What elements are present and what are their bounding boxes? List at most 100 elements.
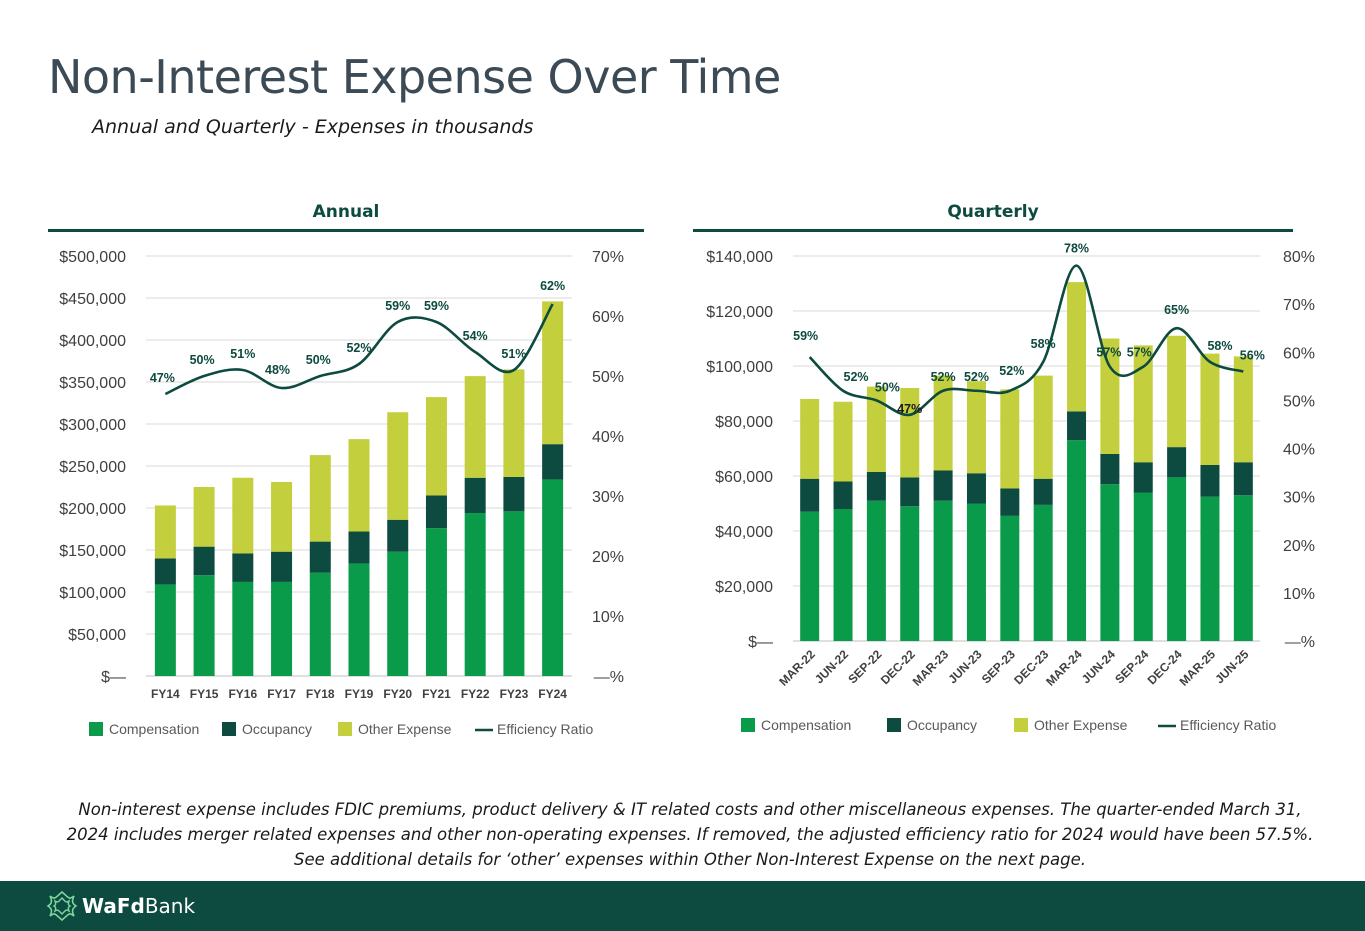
annual-y-tick-label: $400,000 (59, 333, 126, 350)
page-subtitle: Annual and Quarterly - Expenses in thous… (92, 116, 534, 138)
annual-bar-occupancy (542, 444, 564, 480)
quarterly-efficiency-ratio-label: 52% (931, 370, 956, 384)
brand-name-bold: WaFd (82, 894, 145, 918)
annual-bar-compensation (387, 551, 409, 676)
quarterly-bar-occupancy (833, 481, 853, 509)
quarterly-bar-other-expense (933, 375, 953, 471)
quarterly-y2-tick-label: 80% (1283, 249, 1315, 266)
quarterly-bar-compensation (1167, 477, 1187, 641)
annual-x-tick-label: FY16 (228, 687, 257, 701)
quarterly-x-tick-label: MAR-25 (1177, 647, 1219, 689)
quarterly-bar-occupancy (800, 478, 820, 512)
quarterly-bar-other-expense (1200, 353, 1220, 465)
annual-panel-rule (48, 229, 644, 232)
annual-x-tick-label: FY24 (538, 687, 567, 701)
quarterly-bar-compensation (833, 509, 853, 641)
quarterly-legend-label: Efficiency Ratio (1180, 717, 1276, 733)
annual-efficiency-ratio-label: 50% (306, 353, 331, 367)
quarterly-x-tick-label: MAR-23 (910, 647, 952, 689)
annual-efficiency-ratio-label: 51% (501, 347, 526, 361)
annual-x-tick-label: FY22 (461, 687, 490, 701)
quarterly-efficiency-ratio-label: 56% (1240, 349, 1265, 363)
quarterly-efficiency-ratio-label: 59% (793, 329, 818, 343)
annual-y2-tick-label: 30% (592, 489, 624, 506)
annual-bar-other-expense (542, 301, 564, 445)
quarterly-bar-other-expense (900, 388, 920, 478)
annual-efficiency-ratio-label: 54% (463, 329, 488, 343)
annual-efficiency-ratio-label: 62% (540, 279, 565, 293)
footnote: Non-interest expense includes FDIC premi… (66, 800, 1314, 869)
annual-y-tick-label: $300,000 (59, 417, 126, 434)
annual-bar-occupancy (503, 476, 525, 512)
annual-bar-compensation (193, 575, 215, 676)
quarterly-legend-label: Compensation (761, 717, 851, 733)
quarterly-y2-tick-label: 60% (1283, 345, 1315, 362)
quarterly-bar-other-expense (1167, 335, 1187, 448)
quarterly-efficiency-ratio-label: 52% (844, 370, 869, 384)
annual-x-tick-label: FY19 (345, 687, 374, 701)
annual-bar-compensation (503, 511, 525, 676)
annual-bar-other-expense (425, 397, 447, 496)
annual-bar-compensation (425, 528, 447, 676)
quarterly-bar-compensation (866, 500, 886, 641)
quarterly-bar-other-expense (1133, 345, 1153, 463)
annual-bar-occupancy (464, 477, 486, 514)
annual-efficiency-ratio-label: 52% (346, 341, 371, 355)
quarterly-efficiency-ratio-label: 57% (1127, 346, 1152, 360)
quarterly-efficiency-ratio-label: 50% (875, 380, 900, 394)
annual-bar-other-expense (503, 369, 525, 477)
annual-y-tick-label: $500,000 (59, 249, 126, 266)
annual-x-tick-label: FY23 (500, 687, 529, 701)
quarterly-x-tick-label: MAR-24 (1043, 647, 1085, 689)
annual-legend-label: Other Expense (358, 721, 452, 737)
annual-bar-compensation (232, 581, 254, 676)
annual-bar-occupancy (425, 495, 447, 529)
annual-y2-tick-label: 60% (592, 309, 624, 326)
annual-legend-label: Occupancy (242, 721, 312, 737)
annual-bar-occupancy (232, 553, 254, 582)
quarterly-panel-title: Quarterly (947, 202, 1039, 222)
annual-y-tick-label: $50,000 (68, 627, 126, 644)
quarterly-bar-occupancy (1100, 454, 1120, 485)
annual-bar-occupancy (271, 551, 293, 582)
annual-bar-occupancy (193, 546, 215, 576)
quarterly-efficiency-ratio-label: 65% (1164, 303, 1189, 317)
annual-bar-other-expense (464, 376, 486, 478)
quarterly-bar-other-expense (1033, 375, 1053, 479)
quarterly-legend-swatch-occupancy (887, 718, 901, 732)
annual-y2-tick-label: 50% (592, 369, 624, 386)
quarterly-efficiency-ratio-line (808, 264, 1244, 417)
annual-bar-occupancy (309, 541, 331, 573)
annual-bar-compensation (542, 479, 564, 676)
annual-bar-compensation (271, 581, 293, 676)
annual-x-tick-label: FY20 (383, 687, 412, 701)
brand-logo: WaFdBank (46, 890, 195, 922)
quarterly-bar-other-expense (866, 386, 886, 472)
annual-bar-other-expense (193, 487, 215, 547)
quarterly-bar-compensation (966, 503, 986, 641)
quarterly-bar-compensation (1133, 492, 1153, 641)
annual-bar-compensation (348, 563, 370, 676)
quarterly-y2-tick-label: 10% (1283, 586, 1315, 603)
quarterly-efficiency-ratio-label: 47% (897, 402, 922, 416)
quarterly-bar-compensation (1233, 495, 1253, 641)
quarterly-efficiency-ratio-label: 52% (999, 364, 1024, 378)
annual-bar-other-expense (154, 505, 176, 559)
quarterly-bar-other-expense (1000, 389, 1020, 489)
quarterly-bar-compensation (1100, 484, 1120, 641)
quarterly-y2-tick-label: —% (1285, 634, 1315, 651)
quarterly-legend-label: Occupancy (907, 717, 977, 733)
quarterly-bar-other-expense (833, 401, 853, 482)
annual-legend-label: Efficiency Ratio (497, 721, 593, 737)
annual-bar-other-expense (309, 455, 331, 542)
annual-efficiency-ratio-label: 50% (190, 353, 215, 367)
annual-y-tick-label: $100,000 (59, 585, 126, 602)
quarterly-y2-tick-label: 40% (1283, 442, 1315, 459)
quarterly-efficiency-ratio-label: 57% (1096, 346, 1121, 360)
annual-bar-occupancy (154, 558, 176, 585)
annual-y2-tick-label: 10% (592, 609, 624, 626)
quarterly-bar-compensation (800, 511, 820, 641)
quarterly-bar-other-expense (800, 399, 820, 479)
annual-legend-swatch-other-expense (338, 722, 352, 736)
